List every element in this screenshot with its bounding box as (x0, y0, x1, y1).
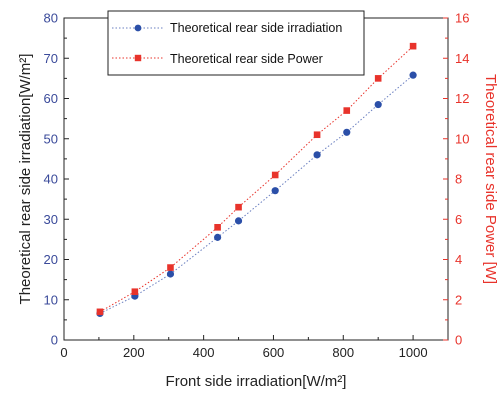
x-tick-label: 400 (193, 345, 215, 360)
y-right-tick-label: 16 (455, 11, 469, 26)
legend-box (107, 10, 365, 76)
y-left-tick-label: 0 (51, 333, 58, 348)
y-left-tick-label: 50 (44, 131, 58, 146)
irradiation-point (214, 233, 222, 241)
series-line-power (99, 45, 414, 313)
x-tick-label: 800 (332, 345, 354, 360)
irradiation-point (313, 151, 321, 159)
y-right-tick-label: 0 (455, 333, 462, 348)
y-right-tick-label: 2 (455, 292, 462, 307)
legend-marker-irradiation (134, 24, 142, 32)
y-right-tick-label: 4 (455, 252, 462, 267)
y-axis-right-title: Theoretical rear side Power [W] (482, 74, 497, 284)
y-left-tick-label: 40 (44, 172, 58, 187)
y-left-tick-label: 60 (44, 91, 58, 106)
legend-label-power: Theoretical rear side Power (170, 52, 323, 66)
y-right-tick-label: 6 (455, 212, 462, 227)
power-point (313, 131, 321, 139)
power-point (214, 224, 221, 231)
y-left-tick-label: 30 (44, 212, 58, 227)
y-axis-left-title: Theoretical rear side irradiation[W/m²] (17, 54, 34, 305)
x-tick-label: 200 (123, 345, 145, 360)
y-left-tick-label: 10 (44, 292, 58, 307)
legend-label-irradiation: Theoretical rear side irradiation (170, 21, 342, 35)
y-left-tick-label: 80 (44, 11, 58, 26)
power-point (409, 42, 417, 50)
y-right-tick-label: 10 (455, 131, 469, 146)
irradiation-point (343, 128, 351, 136)
series-layer (96, 42, 417, 318)
x-tick-label: 600 (263, 345, 285, 360)
y-right-tick-label: 12 (455, 91, 469, 106)
power-point (167, 264, 174, 271)
power-point (96, 308, 104, 316)
ticks-layer: 0 200 400 600 800 100001020304050607080024681… (44, 11, 470, 361)
irradiation-point (271, 187, 279, 195)
legend: Theoretical rear side irradiation Theore… (107, 10, 365, 76)
y-right-tick-label: 14 (455, 51, 469, 66)
irradiation-point (166, 270, 175, 278)
x-tick-label: 1000 (399, 345, 428, 360)
y-right-tick-label: 8 (455, 172, 462, 187)
y-left-tick-label: 70 (44, 51, 58, 66)
power-point (374, 75, 382, 82)
power-point (343, 107, 351, 114)
legend-marker-power (134, 54, 142, 62)
series-line-irradiation (99, 74, 414, 314)
power-point (271, 171, 279, 179)
irradiation-point (374, 100, 382, 109)
x-axis-title: Front side irradiation[W/m²] (166, 373, 347, 390)
y-left-tick-label: 20 (44, 252, 58, 267)
irradiation-point (234, 217, 243, 225)
x-tick-label: 0 (60, 345, 67, 360)
power-point (131, 288, 139, 295)
irradiation-point (409, 71, 417, 79)
power-point (235, 203, 242, 211)
